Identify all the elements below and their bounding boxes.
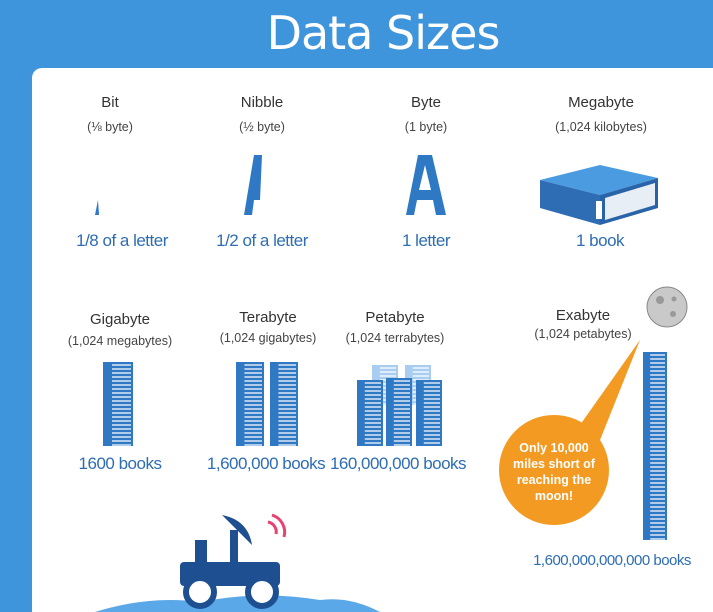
item-size: (1,024 megabytes) bbox=[68, 334, 172, 348]
infographic: Data Sizes Bit (⅛ byte) 1/8 of a letter … bbox=[0, 0, 713, 612]
item-name: Nibble bbox=[241, 94, 284, 111]
item-name: Gigabyte bbox=[90, 311, 150, 328]
item-name: Petabyte bbox=[365, 309, 424, 326]
item-name: Exabyte bbox=[556, 307, 610, 324]
item-caption: 160,000,000 books bbox=[330, 454, 466, 474]
item-size: (1,024 kilobytes) bbox=[555, 120, 647, 134]
item-caption: 1/2 of a letter bbox=[216, 231, 308, 251]
callout-text: Only 10,000 miles short of reaching the … bbox=[504, 440, 604, 504]
item-size: (½ byte) bbox=[239, 120, 285, 134]
stack-stripes bbox=[112, 365, 131, 445]
artwork bbox=[0, 0, 713, 612]
item-size: (1,024 terrabytes) bbox=[346, 331, 445, 345]
moon bbox=[647, 287, 687, 327]
stack-column bbox=[643, 352, 667, 540]
item-caption: 1 book bbox=[576, 231, 624, 251]
item-name: Terabyte bbox=[239, 309, 297, 326]
stack-stripes bbox=[244, 365, 262, 445]
stack-stripes bbox=[278, 365, 296, 445]
stack-column bbox=[416, 380, 442, 446]
item-size: (1,024 petabytes) bbox=[534, 327, 631, 341]
stack-stripes bbox=[650, 355, 665, 539]
item-caption: 1 letter bbox=[402, 231, 450, 251]
item-caption: 1,600,000,000,000 books bbox=[533, 552, 691, 569]
stack-column bbox=[357, 380, 383, 446]
item-name: Byte bbox=[411, 94, 441, 111]
item-caption: 1,600,000 books bbox=[207, 454, 325, 474]
item-name: Megabyte bbox=[568, 94, 634, 111]
item-size: (1 byte) bbox=[405, 120, 447, 134]
item-caption: 1600 books bbox=[79, 454, 162, 474]
item-name: Bit bbox=[101, 94, 119, 111]
item-caption: 1/8 of a letter bbox=[76, 231, 168, 251]
item-size: (⅛ byte) bbox=[87, 120, 133, 134]
item-size: (1,024 gigabytes) bbox=[220, 331, 317, 345]
stack-column bbox=[386, 378, 412, 446]
title: Data Sizes bbox=[267, 6, 500, 60]
